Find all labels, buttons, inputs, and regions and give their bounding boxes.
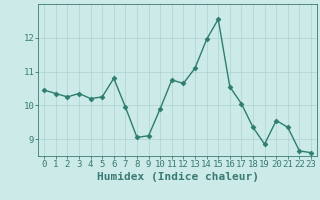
X-axis label: Humidex (Indice chaleur): Humidex (Indice chaleur)	[97, 172, 259, 182]
